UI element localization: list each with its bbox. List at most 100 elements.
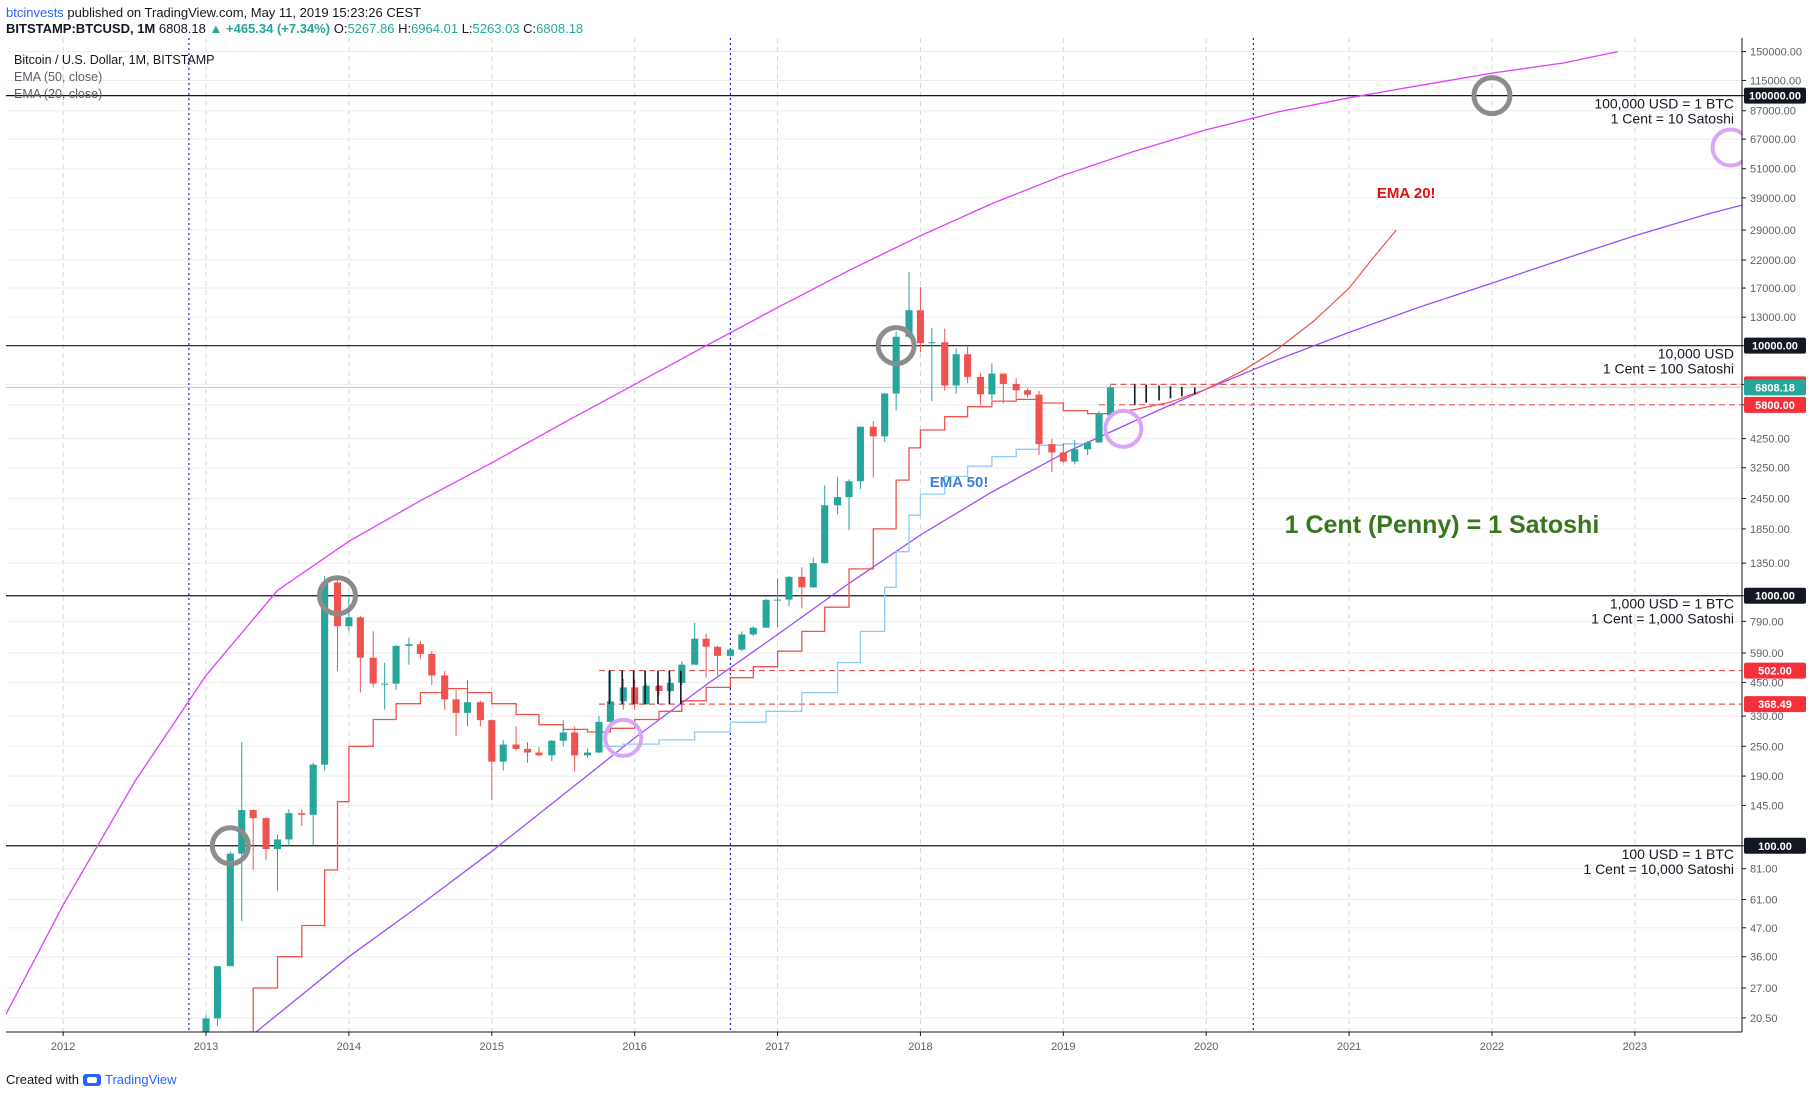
candle-body bbox=[321, 582, 329, 765]
candle bbox=[1084, 441, 1092, 455]
level-text-line2: 1 Cent = 100 Satoshi bbox=[1603, 361, 1734, 377]
candle bbox=[714, 645, 722, 676]
y-tick-label: 29000.00 bbox=[1750, 225, 1796, 237]
dashed-price-tag: 502.00 bbox=[1758, 666, 1792, 678]
candle-body bbox=[606, 701, 614, 722]
y-tick-label: 61.00 bbox=[1750, 894, 1778, 906]
candle bbox=[333, 579, 342, 672]
y-tick-label: 27.00 bbox=[1750, 983, 1778, 995]
candle bbox=[774, 578, 782, 627]
candle-body bbox=[726, 649, 734, 656]
candle-body bbox=[702, 638, 710, 647]
legend-title: Bitcoin / U.S. Dollar, 1M, BITSTAMP bbox=[14, 53, 215, 67]
candle bbox=[691, 622, 699, 665]
candle bbox=[202, 1015, 210, 1032]
candle-body bbox=[964, 354, 972, 377]
target-circle bbox=[209, 825, 251, 867]
candle-body bbox=[655, 685, 663, 691]
candle-body bbox=[642, 685, 650, 705]
candle bbox=[892, 331, 900, 411]
candle bbox=[405, 637, 413, 665]
dashed-price-tag: 5800.00 bbox=[1755, 400, 1795, 412]
y-tick-label: 51000.00 bbox=[1750, 164, 1796, 176]
candle bbox=[881, 392, 889, 442]
level-text-line2: 1 Cent = 10 Satoshi bbox=[1611, 111, 1734, 127]
y-tick-label: 47.00 bbox=[1750, 923, 1778, 935]
candle bbox=[869, 421, 877, 478]
candle-body bbox=[191, 1063, 198, 1064]
y-tick-label: 1350.00 bbox=[1750, 558, 1790, 570]
candle-body bbox=[1059, 452, 1067, 462]
candle bbox=[798, 567, 806, 609]
candle-body bbox=[714, 646, 722, 656]
candle bbox=[738, 631, 746, 652]
candle bbox=[249, 809, 257, 871]
close-value: 6808.18 bbox=[536, 21, 584, 36]
candle bbox=[476, 700, 484, 727]
candle-body bbox=[571, 732, 579, 756]
level-price-tag: 1000.00 bbox=[1755, 591, 1795, 603]
high-label: H: bbox=[398, 21, 412, 36]
candle-body bbox=[738, 634, 746, 650]
candle bbox=[226, 851, 234, 967]
y-tick-label: 190.00 bbox=[1750, 771, 1784, 783]
candle-body bbox=[249, 810, 257, 819]
x-tick-label: 2013 bbox=[194, 1041, 218, 1053]
candle bbox=[452, 689, 460, 736]
x-tick-label: 2018 bbox=[908, 1041, 932, 1053]
footer: Created with TradingView bbox=[6, 1072, 177, 1087]
publish-info: published on TradingView.com, May 11, 20… bbox=[63, 5, 422, 20]
candle bbox=[559, 720, 567, 747]
candle bbox=[1106, 384, 1115, 416]
candle-body bbox=[1035, 394, 1043, 445]
candle bbox=[535, 747, 543, 757]
candle-body bbox=[262, 818, 270, 850]
target-circle bbox=[875, 325, 917, 367]
candle-body bbox=[798, 576, 806, 588]
candle-body bbox=[1071, 449, 1079, 462]
ema20-annotation: EMA 20! bbox=[1377, 185, 1436, 202]
candle bbox=[749, 626, 757, 637]
candle bbox=[595, 716, 603, 753]
candle-body bbox=[834, 497, 842, 506]
candle bbox=[191, 1059, 198, 1071]
candle-body bbox=[869, 426, 877, 437]
candle bbox=[488, 719, 496, 801]
candle-body bbox=[202, 1018, 210, 1032]
candle bbox=[726, 648, 734, 658]
support-circle bbox=[1710, 127, 1742, 168]
candle bbox=[1059, 443, 1067, 463]
y-tick-label: 4250.00 bbox=[1750, 434, 1790, 446]
candle-body bbox=[285, 813, 293, 840]
y-tick-label: 3250.00 bbox=[1750, 463, 1790, 475]
legend-ema50[interactable]: EMA (50, close) bbox=[14, 70, 103, 84]
candle bbox=[285, 809, 293, 846]
candle-body bbox=[512, 744, 520, 749]
legend-ema20[interactable]: EMA (20, close) bbox=[14, 87, 103, 101]
candle-body bbox=[548, 740, 556, 756]
level-text-line1: 1,000 USD = 1 BTC bbox=[1610, 596, 1734, 612]
candle bbox=[905, 272, 913, 339]
candle bbox=[762, 599, 770, 628]
candle bbox=[988, 363, 996, 400]
level-text-line1: 10,000 USD bbox=[1658, 346, 1734, 362]
candle-body bbox=[226, 853, 234, 967]
high-value: 6964.01 bbox=[411, 21, 459, 36]
candle-body bbox=[821, 505, 829, 564]
candle-body bbox=[213, 966, 222, 1019]
level-text-line2: 1 Cent = 10,000 Satoshi bbox=[1583, 861, 1734, 877]
candle bbox=[548, 739, 556, 762]
tradingview-link[interactable]: TradingView bbox=[104, 1072, 177, 1087]
created-with-label: Created with bbox=[6, 1072, 79, 1087]
current-price-tag: 6808.18 bbox=[1755, 382, 1795, 394]
candle-body bbox=[535, 752, 543, 756]
support-circle bbox=[1103, 408, 1144, 449]
ema20-line bbox=[229, 398, 1112, 1032]
level-text-line1: 100,000 USD = 1 BTC bbox=[1594, 96, 1734, 112]
low-value: 5263.03 bbox=[472, 21, 520, 36]
candle-body bbox=[999, 373, 1007, 384]
author-link[interactable]: btcinvests bbox=[6, 5, 64, 20]
candle bbox=[785, 575, 793, 606]
